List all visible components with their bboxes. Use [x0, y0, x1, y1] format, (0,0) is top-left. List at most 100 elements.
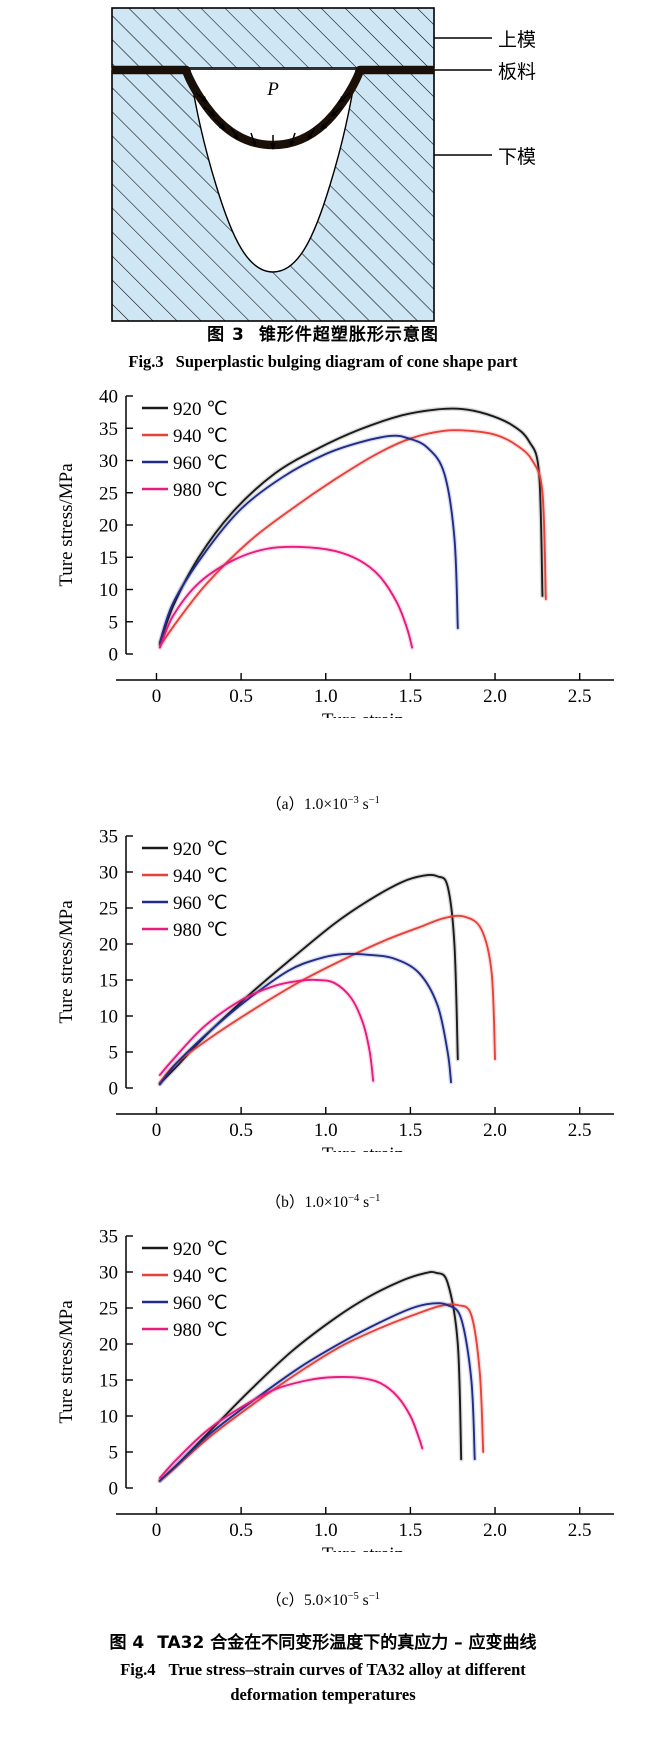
series-line-920 [158, 407, 544, 646]
x-axis-title: Ture strain [322, 710, 405, 718]
y-tick-label: 25 [99, 1299, 118, 1320]
x-axis-title: Ture strain [322, 1544, 405, 1552]
x-tick-label: 1.0 [314, 686, 338, 707]
y-tick-label: 35 [99, 419, 118, 440]
chart-panel-c: 0 5 10 15 20 25 30 35 0 0.5 1.0 1.5 2.0 2.5 Ture strai… [0, 1222, 646, 1552]
subcaption-c-base: 5.0×10 [304, 1592, 348, 1609]
leader-lines [434, 37, 492, 156]
y-tick-label: 30 [99, 451, 118, 472]
series-line-920 [158, 1270, 463, 1482]
figure3-caption-en-label: Fig.3 [128, 352, 164, 371]
figure3-caption-cn-label: 图 3 [207, 325, 245, 345]
x-tick-label: 2.5 [568, 686, 592, 707]
x-tick-label: 2.0 [483, 686, 507, 707]
series-line-980 [158, 545, 414, 649]
chart-series [157, 872, 498, 1087]
y-tick-label: 0 [109, 1479, 119, 1500]
legend-label: 940 ℃ [173, 426, 228, 447]
figure3-diagram-container: P 上模 板料 下模 [0, 0, 646, 330]
x-tick-label: 0.5 [229, 1520, 253, 1541]
subcaption-a-base: 1.0×10 [304, 796, 348, 813]
legend-label: 960 ℃ [173, 893, 228, 914]
subcaption-b-unit-exp: −1 [369, 1192, 381, 1204]
legend-label: 960 ℃ [173, 453, 228, 474]
subcaption-a-unit-exp: −1 [368, 794, 380, 806]
figure4-caption-en-label: Fig.4 [120, 1660, 156, 1679]
y-axis-title: Ture stress/MPa [56, 463, 77, 587]
figure3-caption-en: Fig.3 Superplastic bulging diagram of con… [0, 352, 646, 372]
x-tick-label: 1.5 [399, 686, 423, 707]
y-tick-label: 20 [99, 516, 118, 537]
y-tick-label: 15 [99, 971, 118, 992]
legend-label: 960 ℃ [173, 1293, 228, 1314]
chart-series [157, 406, 549, 650]
y-tick-label: 35 [99, 1227, 118, 1248]
series-halo-980 [157, 1374, 425, 1481]
figure4-caption-en-text2: deformation temperatures [230, 1685, 416, 1704]
x-tick-label: 0 [152, 1520, 162, 1541]
y-tick-label: 0 [109, 1079, 119, 1100]
y-tick-label: 5 [109, 1043, 119, 1064]
chart-axes: 0 5 10 15 20 25 30 35 0 0.5 1.0 1.5 2.0 2.5 Ture strai… [56, 827, 614, 1152]
figure4-caption-cn-label: 图 4 [109, 1633, 145, 1653]
figure4-caption-en-line1: Fig.4 True stress–strain curves of TA32 a… [0, 1660, 646, 1680]
x-tick-label: 1.0 [314, 1120, 338, 1141]
subcaption-c-tag: （c） [266, 1592, 304, 1609]
label-upper-die: 上模 [498, 29, 537, 51]
y-tick-label: 5 [109, 612, 119, 633]
chart-legend: 920 ℃ 940 ℃ 960 ℃ 980 ℃ [142, 839, 228, 941]
figure3-caption-en-text: Superplastic bulging diagram of cone sha… [175, 352, 518, 371]
subcaption-b: （b）1.0×10−4 s−1 [0, 1190, 646, 1212]
figure3-caption-cn: 图 3 锥形件超塑胀形示意图 [0, 320, 646, 345]
subcaption-b-exp: −4 [348, 1192, 360, 1204]
subcaption-c: （c）5.0×10−5 s−1 [0, 1588, 646, 1610]
y-tick-label: 40 [99, 387, 118, 408]
x-tick-label: 0 [152, 1120, 162, 1141]
y-tick-label: 20 [99, 1335, 118, 1356]
y-tick-label: 25 [99, 899, 118, 920]
legend-label: 920 ℃ [173, 1239, 228, 1260]
chart-panel-b: 0 5 10 15 20 25 30 35 0 0.5 1.0 1.5 2.0 2.5 Ture strai… [0, 822, 646, 1152]
series-line-980 [158, 978, 375, 1082]
cone-bulging-diagram: P [111, 7, 492, 322]
legend-label: 980 ℃ [173, 920, 228, 941]
y-tick-label: 30 [99, 863, 118, 884]
pressure-arrows [195, 92, 351, 150]
stress-strain-chart-b: 0 5 10 15 20 25 30 35 0 0.5 1.0 1.5 2.0 2.5 Ture strai… [56, 827, 614, 1152]
upper-die-block [111, 7, 435, 69]
x-axis-title: Ture strain [322, 1144, 405, 1152]
chart-legend: 920 ℃ 940 ℃ 960 ℃ 980 ℃ [142, 399, 228, 501]
chart-panel-a: 0 5 10 15 20 25 30 35 40 0 0.5 1.0 1.5 2.0 2.5 Ture str… [0, 382, 646, 718]
y-tick-label: 5 [109, 1443, 119, 1464]
subcaption-a-unit: s [362, 796, 369, 813]
chart-axes: 0 5 10 15 20 25 30 35 0 0.5 1.0 1.5 2.0 2.5 Ture strai… [56, 1227, 614, 1552]
y-tick-label: 10 [99, 1007, 118, 1028]
y-tick-label: 15 [99, 1371, 118, 1392]
subcaption-a: （a）1.0×10−3 s−1 [0, 792, 646, 814]
series-line-960 [158, 434, 459, 644]
x-tick-label: 1.5 [399, 1120, 423, 1141]
x-tick-label: 0.5 [229, 1120, 253, 1141]
pressure-label-P: P [266, 79, 279, 100]
chart-axes: 0 5 10 15 20 25 30 35 40 0 0.5 1.0 1.5 2.0 2.5 Ture str… [56, 387, 614, 718]
y-tick-label: 10 [99, 1407, 118, 1428]
subcaption-a-exp: −3 [347, 794, 359, 806]
figure3-caption-cn-text: 锥形件超塑胀形示意图 [258, 325, 439, 345]
figure4-caption-en-line2: deformation temperatures [0, 1685, 646, 1705]
y-tick-label: 0 [109, 645, 119, 666]
series-halo-960 [157, 951, 454, 1087]
x-tick-label: 1.5 [399, 1520, 423, 1541]
stress-strain-chart-c: 0 5 10 15 20 25 30 35 0 0.5 1.0 1.5 2.0 2.5 Ture strai… [56, 1227, 614, 1552]
series-line-960 [158, 952, 452, 1086]
legend-label: 980 ℃ [173, 480, 228, 501]
y-tick-label: 20 [99, 935, 118, 956]
legend-label: 980 ℃ [173, 1320, 228, 1341]
subcaption-b-base: 1.0×10 [304, 1194, 349, 1211]
series-line-960 [158, 1302, 476, 1482]
subcaption-b-tag: （b） [265, 1194, 305, 1211]
series-line-940 [158, 1303, 485, 1482]
subcaption-b-unit: s [363, 1194, 370, 1211]
subcaption-c-unit: s [362, 1592, 369, 1609]
y-tick-label: 10 [99, 580, 118, 601]
x-tick-label: 1.0 [314, 1520, 338, 1541]
